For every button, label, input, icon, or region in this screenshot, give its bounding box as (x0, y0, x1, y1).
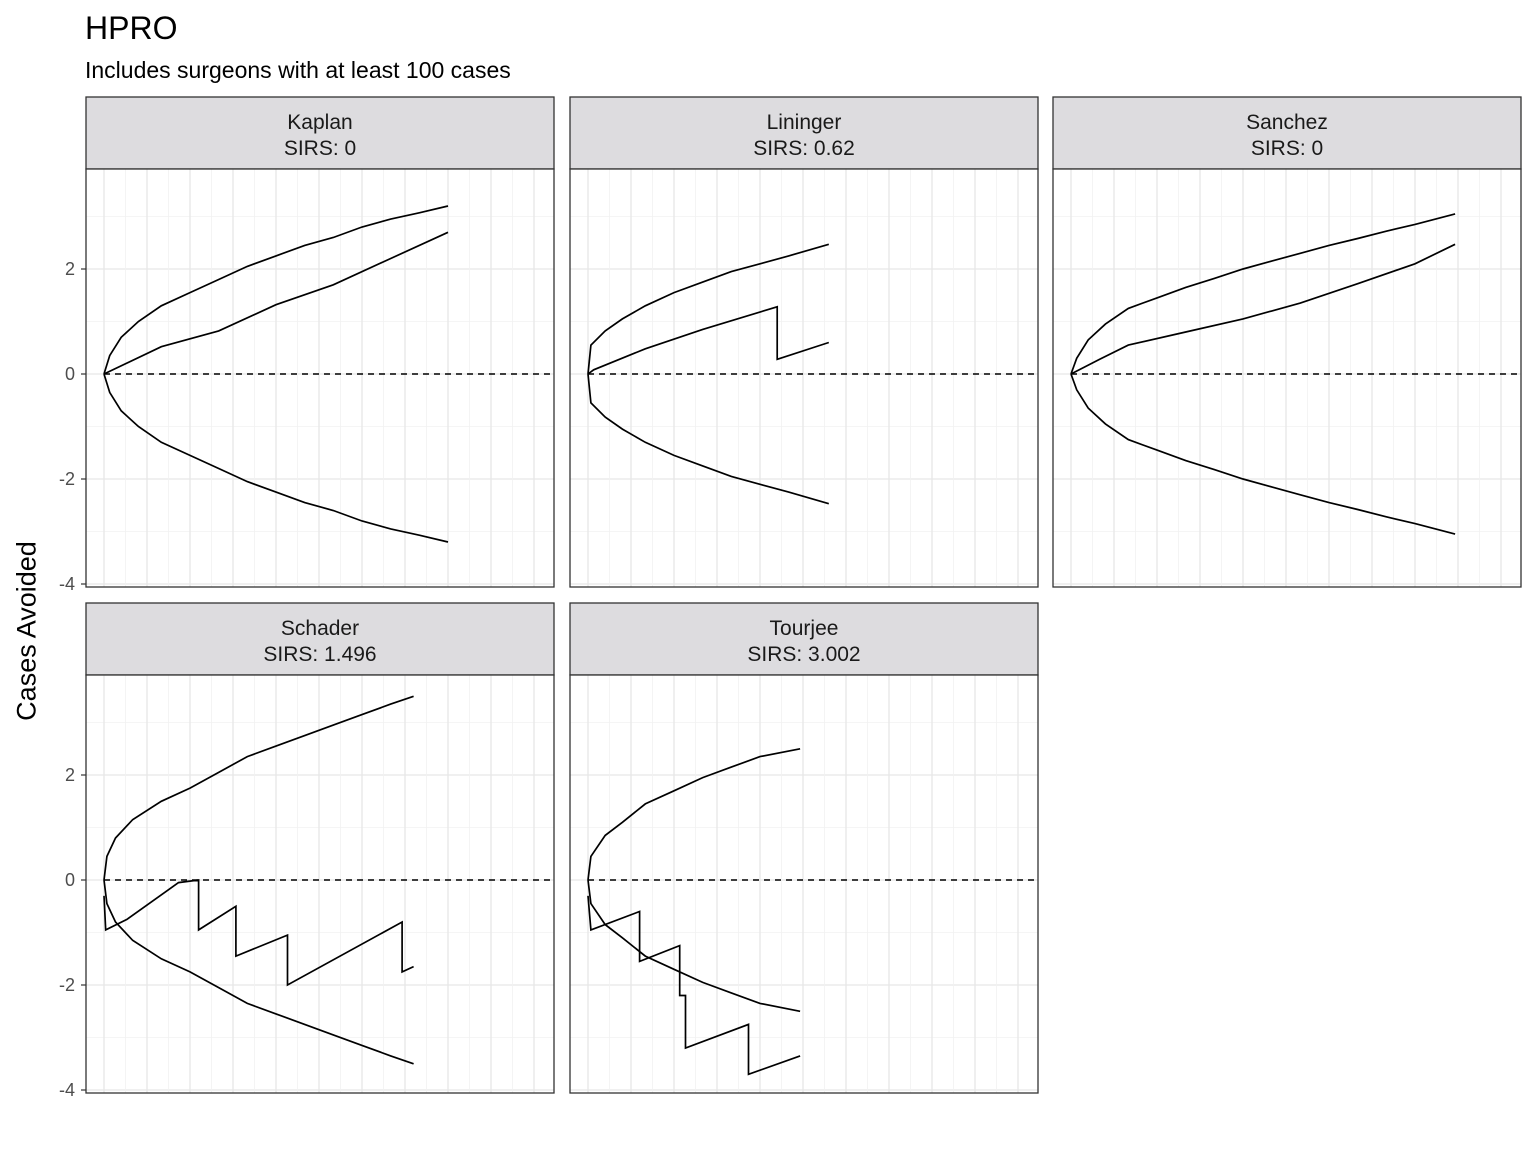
panel-background (86, 169, 554, 587)
upper-limit-line (587, 747, 801, 881)
panel-background (570, 675, 1038, 1093)
upper-limit-line (103, 695, 414, 881)
y-tick-label: -2 (59, 469, 75, 489)
lower-limit-line (103, 879, 414, 1065)
panel-sirs: SIRS: 0.62 (753, 137, 855, 160)
lower-limit-line (103, 373, 449, 543)
lower-limit-line (587, 373, 830, 505)
panel-name: Lininger (767, 111, 842, 134)
panel-schader: Schader SIRS: 1.496 -4 -2 0 2 (59, 602, 555, 1100)
panel-border (569, 674, 1039, 1094)
panel-name: Schader (281, 617, 359, 640)
y-tick-label: 0 (65, 870, 75, 890)
cases-avoided-line (1070, 243, 1456, 375)
panel-background (86, 675, 554, 1093)
panel-name: Sanchez (1246, 111, 1328, 134)
panel-kaplan: Kaplan SIRS: 0 -4 -2 0 2 (59, 96, 555, 594)
panel-strip (1052, 96, 1522, 170)
panel-border (1052, 168, 1522, 588)
panel-background (570, 169, 1038, 587)
cases-avoided-line (103, 879, 414, 987)
panel-sirs: SIRS: 0 (1251, 137, 1323, 160)
y-tick-label: -2 (59, 975, 75, 995)
upper-limit-line (1070, 213, 1456, 375)
upper-limit-line (587, 243, 830, 375)
y-tick-label: -4 (59, 574, 75, 594)
panel-sanchez: Sanchez SIRS: 0 (1052, 96, 1522, 588)
panel-sirs: SIRS: 1.496 (263, 643, 376, 666)
panel-strip (569, 602, 1039, 676)
cases-avoided-line (103, 231, 449, 375)
panel-border (85, 674, 555, 1094)
panel-tourjee: Tourjee SIRS: 3.002 (569, 602, 1039, 1094)
upper-limit-line (103, 205, 449, 375)
cases-avoided-line (587, 895, 801, 1076)
panel-border (569, 168, 1039, 588)
panel-name: Kaplan (287, 111, 352, 134)
y-tick-label: 2 (65, 765, 75, 785)
panel-lininger: Lininger SIRS: 0.62 (569, 96, 1039, 588)
panel-border (85, 168, 555, 588)
chart-subtitle: Includes surgeons with at least 100 case… (85, 57, 511, 83)
chart-title: HPRO (85, 10, 178, 46)
panel-sirs: SIRS: 3.002 (747, 643, 860, 666)
panel-background (1053, 169, 1521, 587)
y-tick-label: 2 (65, 259, 75, 279)
lower-limit-line (1070, 373, 1456, 535)
y-tick-label: 0 (65, 364, 75, 384)
y-tick-label: -4 (59, 1080, 75, 1100)
panel-strip (569, 96, 1039, 170)
lower-limit-line (587, 879, 801, 1013)
panel-sirs: SIRS: 0 (284, 137, 356, 160)
panel-name: Tourjee (770, 617, 839, 640)
cases-avoided-line (587, 305, 830, 375)
